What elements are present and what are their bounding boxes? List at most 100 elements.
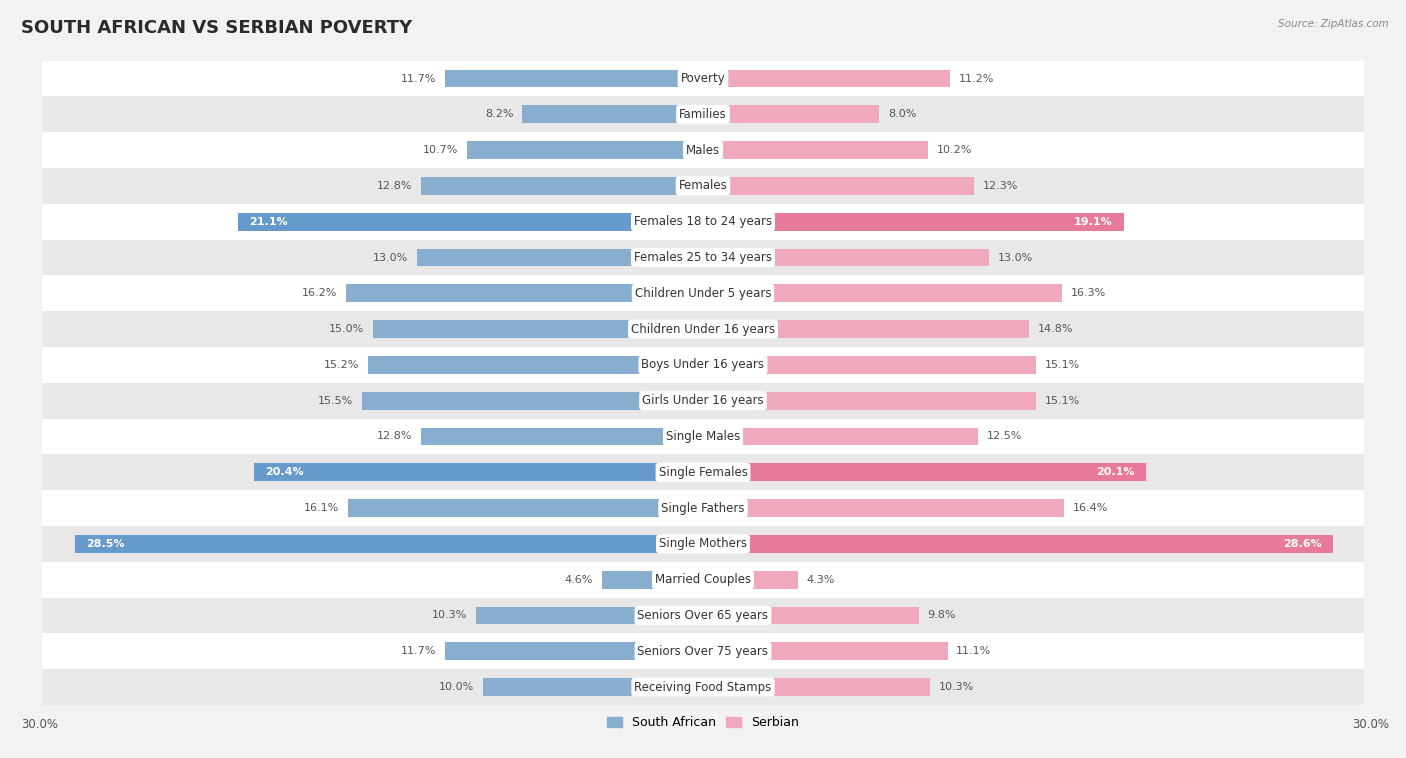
Bar bbox=[703, 535, 1333, 553]
Text: 10.3%: 10.3% bbox=[939, 682, 974, 692]
Text: Boys Under 16 years: Boys Under 16 years bbox=[641, 359, 765, 371]
Bar bbox=[42, 132, 1364, 168]
Bar bbox=[238, 213, 703, 230]
Bar bbox=[42, 597, 1364, 634]
Bar bbox=[42, 454, 1364, 490]
Bar bbox=[703, 463, 1146, 481]
Text: 9.8%: 9.8% bbox=[928, 610, 956, 621]
Text: 15.1%: 15.1% bbox=[1045, 396, 1080, 406]
Bar bbox=[482, 678, 703, 696]
Text: Receiving Food Stamps: Receiving Food Stamps bbox=[634, 681, 772, 694]
Text: 28.6%: 28.6% bbox=[1284, 539, 1322, 549]
Bar bbox=[420, 177, 703, 195]
Text: 12.8%: 12.8% bbox=[377, 431, 412, 441]
Bar bbox=[703, 320, 1029, 338]
Bar bbox=[42, 418, 1364, 454]
Text: Males: Males bbox=[686, 143, 720, 157]
Text: Single Males: Single Males bbox=[666, 430, 740, 443]
Bar bbox=[703, 213, 1123, 230]
Bar bbox=[42, 168, 1364, 204]
Text: 20.4%: 20.4% bbox=[264, 467, 304, 478]
Text: Children Under 5 years: Children Under 5 years bbox=[634, 287, 772, 300]
Bar bbox=[42, 312, 1364, 347]
Text: 4.3%: 4.3% bbox=[807, 575, 835, 584]
Text: 13.0%: 13.0% bbox=[373, 252, 408, 262]
Bar bbox=[42, 634, 1364, 669]
Bar bbox=[368, 356, 703, 374]
Text: Poverty: Poverty bbox=[681, 72, 725, 85]
Bar bbox=[42, 61, 1364, 96]
Bar bbox=[703, 249, 990, 267]
Bar bbox=[361, 392, 703, 409]
Text: 12.8%: 12.8% bbox=[377, 181, 412, 191]
Text: Single Mothers: Single Mothers bbox=[659, 537, 747, 550]
Text: Married Couples: Married Couples bbox=[655, 573, 751, 586]
Text: Girls Under 16 years: Girls Under 16 years bbox=[643, 394, 763, 407]
Text: 21.1%: 21.1% bbox=[249, 217, 288, 227]
Text: 11.2%: 11.2% bbox=[959, 74, 994, 83]
Bar bbox=[42, 490, 1364, 526]
Bar bbox=[42, 204, 1364, 240]
Bar bbox=[420, 428, 703, 446]
Legend: South African, Serbian: South African, Serbian bbox=[602, 711, 804, 735]
Text: 14.8%: 14.8% bbox=[1038, 324, 1073, 334]
Text: Families: Families bbox=[679, 108, 727, 121]
Bar bbox=[703, 642, 948, 660]
Text: Single Females: Single Females bbox=[658, 465, 748, 479]
Text: 16.4%: 16.4% bbox=[1073, 503, 1108, 513]
Text: 15.5%: 15.5% bbox=[318, 396, 353, 406]
Bar bbox=[703, 284, 1062, 302]
Text: 16.2%: 16.2% bbox=[302, 288, 337, 299]
Bar bbox=[703, 499, 1064, 517]
Bar bbox=[703, 606, 920, 625]
Text: Seniors Over 75 years: Seniors Over 75 years bbox=[637, 645, 769, 658]
Bar bbox=[703, 105, 879, 124]
Bar bbox=[477, 606, 703, 625]
Bar bbox=[42, 347, 1364, 383]
Text: 8.2%: 8.2% bbox=[485, 109, 513, 119]
Bar bbox=[523, 105, 703, 124]
Bar bbox=[703, 356, 1036, 374]
Text: 12.3%: 12.3% bbox=[983, 181, 1018, 191]
Text: Females: Females bbox=[679, 180, 727, 193]
Text: Source: ZipAtlas.com: Source: ZipAtlas.com bbox=[1278, 19, 1389, 29]
Text: 16.3%: 16.3% bbox=[1071, 288, 1107, 299]
Text: 20.1%: 20.1% bbox=[1097, 467, 1135, 478]
Text: 10.0%: 10.0% bbox=[439, 682, 474, 692]
Text: 15.1%: 15.1% bbox=[1045, 360, 1080, 370]
Text: 8.0%: 8.0% bbox=[889, 109, 917, 119]
Text: Females 25 to 34 years: Females 25 to 34 years bbox=[634, 251, 772, 264]
Bar bbox=[703, 428, 979, 446]
Text: 30.0%: 30.0% bbox=[21, 719, 58, 731]
Text: 11.7%: 11.7% bbox=[401, 647, 436, 656]
Text: 10.2%: 10.2% bbox=[936, 145, 972, 155]
Text: 15.2%: 15.2% bbox=[323, 360, 360, 370]
Bar bbox=[42, 383, 1364, 418]
Text: 10.7%: 10.7% bbox=[423, 145, 458, 155]
Text: 13.0%: 13.0% bbox=[998, 252, 1033, 262]
Text: 12.5%: 12.5% bbox=[987, 431, 1022, 441]
Bar bbox=[703, 70, 949, 87]
Bar bbox=[467, 141, 703, 159]
Bar bbox=[42, 669, 1364, 705]
Bar bbox=[75, 535, 703, 553]
Text: 4.6%: 4.6% bbox=[564, 575, 593, 584]
Text: 28.5%: 28.5% bbox=[86, 539, 125, 549]
Text: 16.1%: 16.1% bbox=[304, 503, 339, 513]
Bar bbox=[703, 678, 929, 696]
Text: Females 18 to 24 years: Females 18 to 24 years bbox=[634, 215, 772, 228]
Bar bbox=[42, 96, 1364, 132]
Bar bbox=[373, 320, 703, 338]
Text: SOUTH AFRICAN VS SERBIAN POVERTY: SOUTH AFRICAN VS SERBIAN POVERTY bbox=[21, 19, 412, 37]
Bar bbox=[703, 392, 1036, 409]
Bar bbox=[703, 571, 797, 589]
Text: 30.0%: 30.0% bbox=[1353, 719, 1389, 731]
Bar bbox=[703, 141, 928, 159]
Text: 11.1%: 11.1% bbox=[956, 647, 991, 656]
Bar bbox=[42, 562, 1364, 597]
Bar bbox=[446, 642, 703, 660]
Text: 11.7%: 11.7% bbox=[401, 74, 436, 83]
Bar bbox=[253, 463, 703, 481]
Bar bbox=[42, 240, 1364, 275]
Bar bbox=[346, 284, 703, 302]
